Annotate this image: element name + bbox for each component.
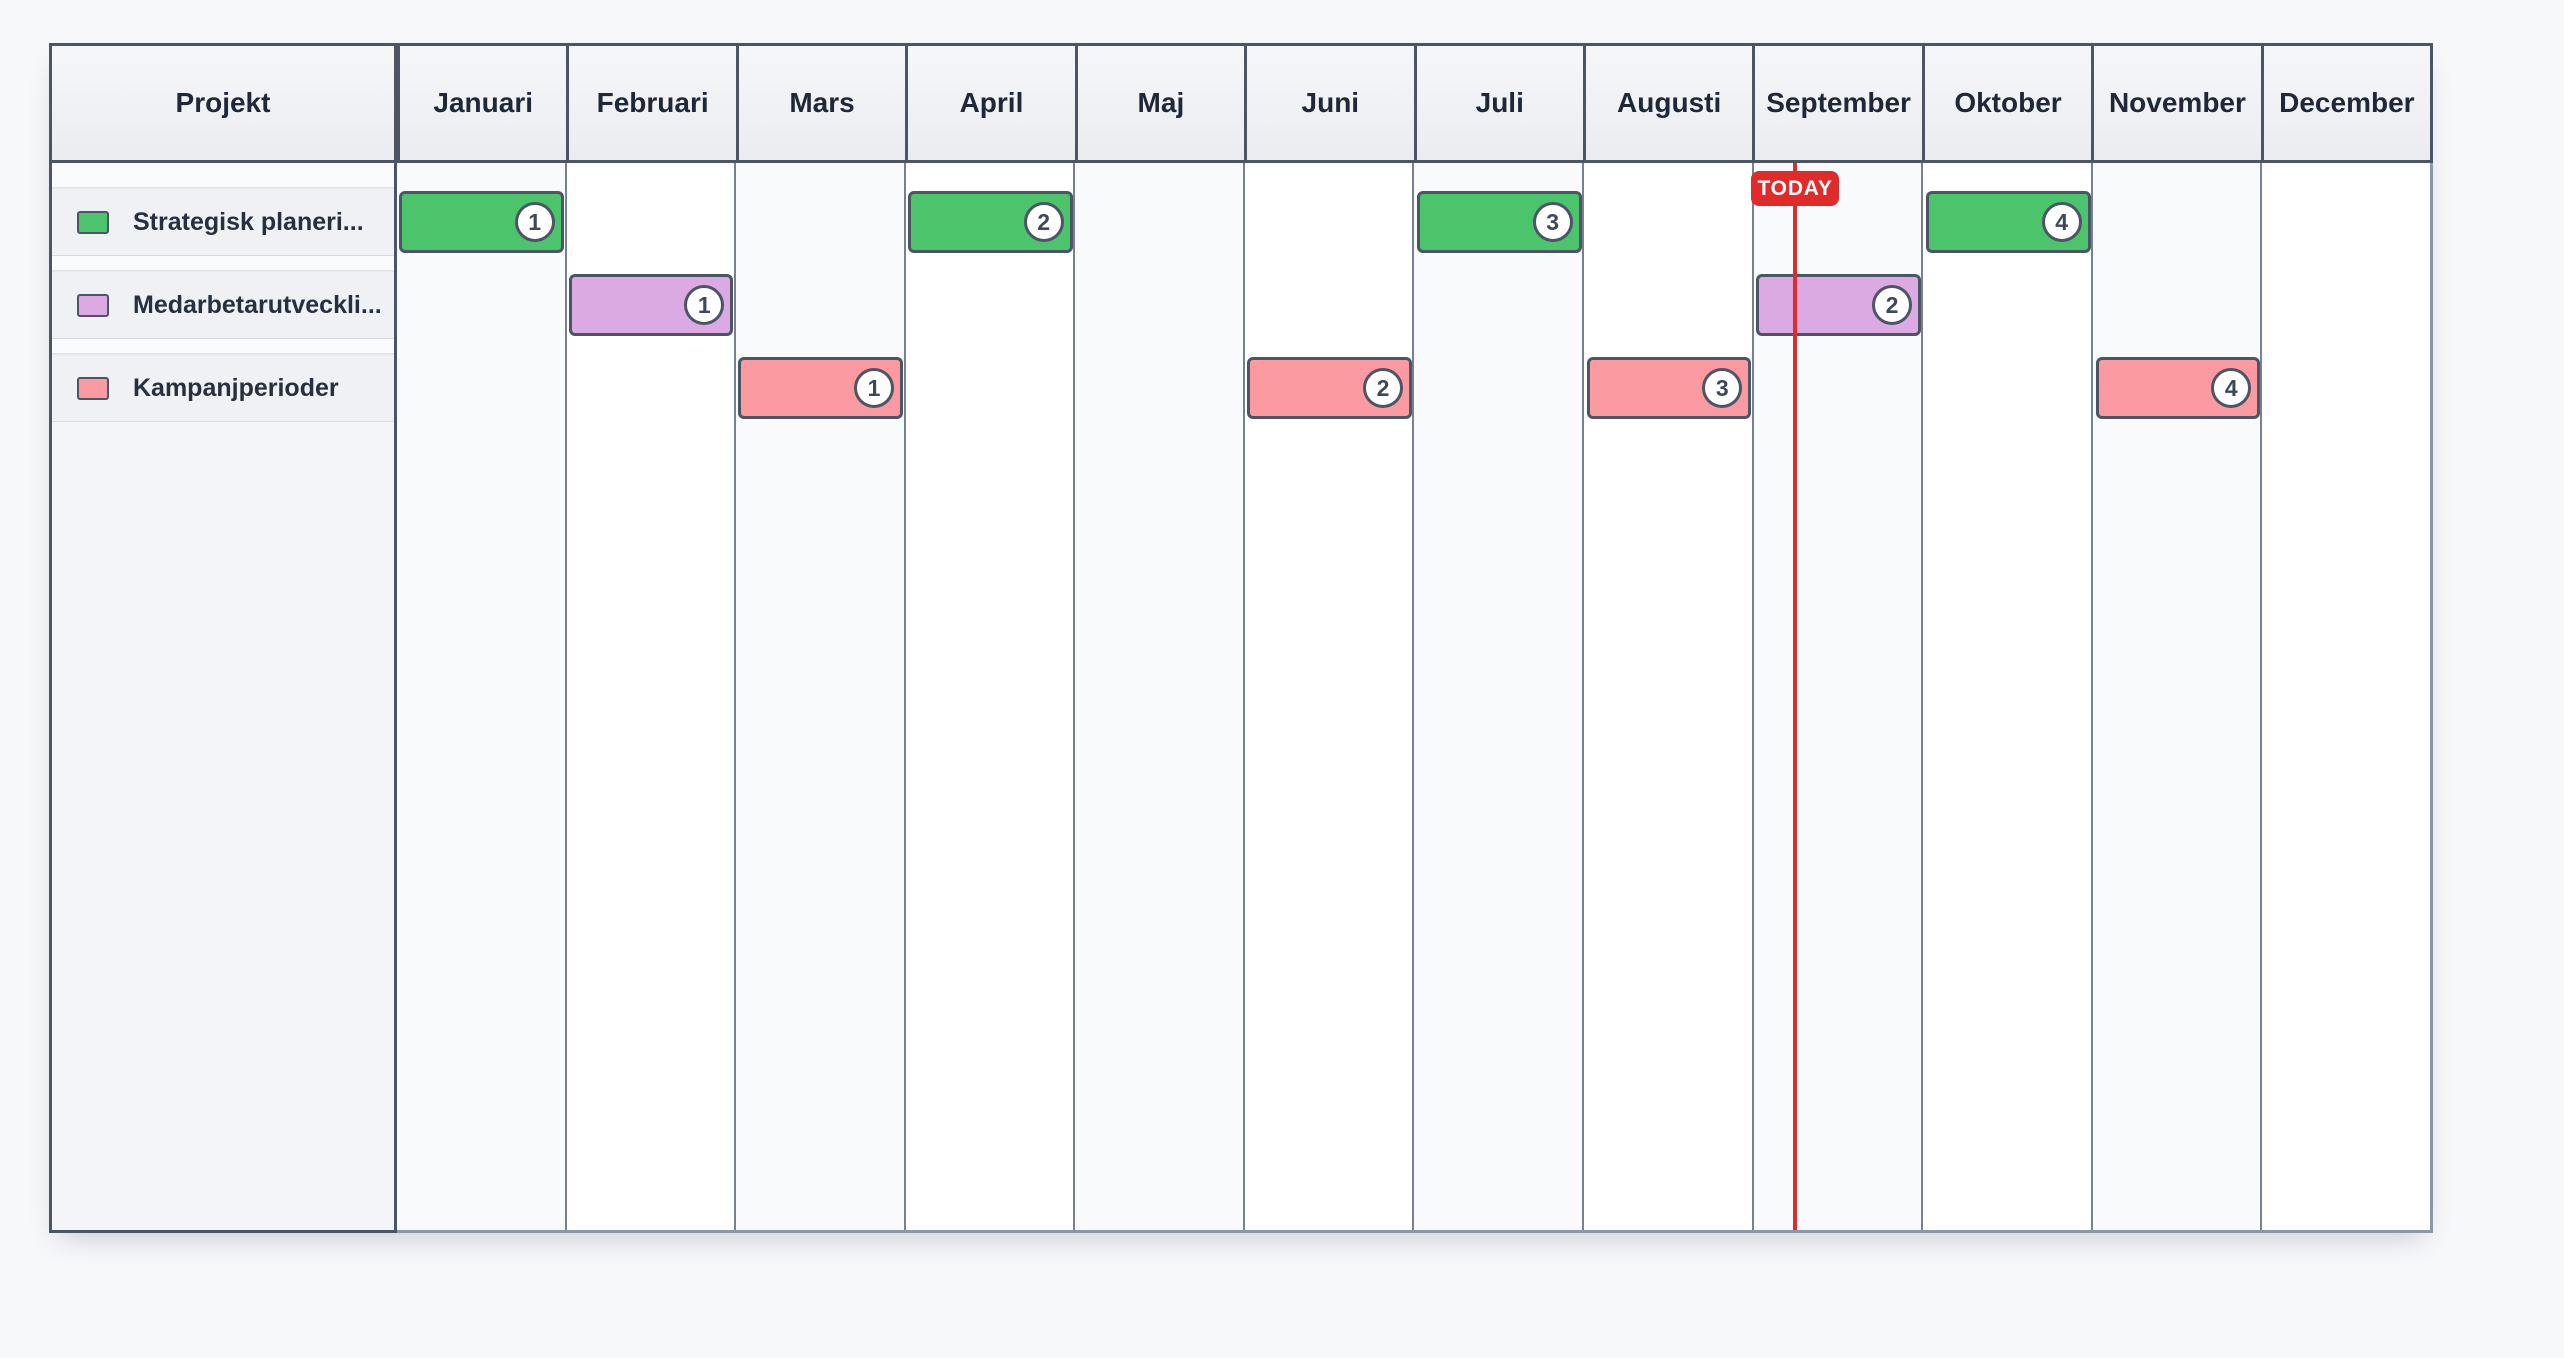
sidebar-spacer	[52, 163, 394, 188]
gantt-bar-row2-period3[interactable]: 3	[1586, 357, 1752, 419]
column-juli	[1414, 163, 1585, 1230]
sidebar-filler	[52, 422, 394, 1230]
month-header-november: November	[2091, 46, 2261, 160]
month-header-augusti: Augusti	[1582, 46, 1753, 160]
gantt-bar-row1-period1[interactable]: 1	[568, 274, 734, 336]
sidebar-rows: Strategisk planeri... Medarbetarutveckli.…	[52, 163, 394, 422]
gantt-bar-row2-period1[interactable]: 1	[738, 357, 903, 419]
gantt-bar-row0-period1[interactable]: 1	[399, 191, 564, 253]
column-juni	[1244, 163, 1415, 1230]
month-header-juli: Juli	[1413, 46, 1583, 160]
gantt-bar-row2-period4[interactable]: 4	[2095, 357, 2261, 419]
bar-number-badge: 2	[1023, 202, 1064, 242]
gantt-chart: Januari Februari Mars April Maj Juni Juli Augus…	[49, 43, 2433, 1233]
month-header-row: Januari Februari Mars April Maj Juni Juli Augus…	[397, 43, 2433, 163]
month-header-juni: Juni	[1244, 46, 1414, 160]
row-color-swatch	[77, 210, 109, 234]
column-februari	[566, 163, 737, 1230]
sidebar-spacer	[52, 256, 394, 271]
bar-number-badge: 1	[684, 285, 725, 325]
column-april	[905, 163, 1076, 1230]
bar-number-badge: 2	[1871, 285, 1912, 325]
column-september	[1753, 163, 1924, 1230]
bar-number-badge: 1	[514, 202, 555, 242]
today-line	[1793, 161, 1798, 1230]
bar-number-badge: 3	[1532, 202, 1573, 242]
row-color-swatch	[77, 376, 109, 400]
bar-number-badge: 3	[1702, 368, 1743, 408]
bar-number-badge: 1	[853, 368, 894, 408]
sidebar: Projekt Strategisk planeri... Medarbetaru…	[49, 43, 397, 1233]
bar-number-badge: 2	[1362, 368, 1403, 408]
month-header-januari: Januari	[400, 46, 567, 160]
column-maj	[1075, 163, 1245, 1230]
column-december	[2262, 163, 2430, 1230]
gantt-bar-row1-period2[interactable]: 2	[1756, 274, 1921, 336]
sidebar-row-2[interactable]: Kampanjperioder	[52, 354, 394, 422]
bar-number-badge: 4	[2211, 368, 2252, 408]
month-header-oktober: Oktober	[1921, 46, 2092, 160]
column-januari	[397, 163, 567, 1230]
gantt-bar-row2-period2[interactable]: 2	[1247, 357, 1412, 419]
gantt-bar-row0-period2[interactable]: 2	[908, 191, 1073, 253]
month-header-september: September	[1752, 46, 1922, 160]
bars-layer: 1 2 3 4 1 2 1 2 3 4	[397, 43, 2433, 1233]
timeline-area: Januari Februari Mars April Maj Juni Juli Augus…	[397, 43, 2433, 1233]
corner-header: Projekt	[52, 46, 394, 163]
month-header-april: April	[905, 46, 1075, 160]
column-augusti	[1584, 163, 1754, 1230]
month-header-maj: Maj	[1074, 46, 1245, 160]
column-mars	[736, 163, 906, 1230]
bar-number-badge: 4	[2041, 202, 2082, 242]
row-label: Kampanjperioder	[133, 373, 339, 402]
row-color-swatch	[77, 293, 109, 317]
month-header-december: December	[2260, 46, 2431, 160]
sidebar-spacer	[52, 339, 394, 354]
column-oktober	[1923, 163, 2093, 1230]
sidebar-row-0[interactable]: Strategisk planeri...	[52, 188, 394, 256]
row-label: Strategisk planeri...	[133, 207, 364, 236]
gantt-bar-row0-period3[interactable]: 3	[1417, 191, 1582, 253]
row-label: Medarbetarutveckli...	[133, 290, 382, 319]
month-columns	[397, 163, 2433, 1233]
today-badge: TODAY	[1751, 171, 1840, 206]
month-header-februari: Februari	[566, 46, 736, 160]
month-header-mars: Mars	[735, 46, 906, 160]
column-november	[2092, 163, 2263, 1230]
gantt-bar-row0-period4[interactable]: 4	[1926, 191, 2091, 253]
sidebar-row-1[interactable]: Medarbetarutveckli...	[52, 271, 394, 339]
